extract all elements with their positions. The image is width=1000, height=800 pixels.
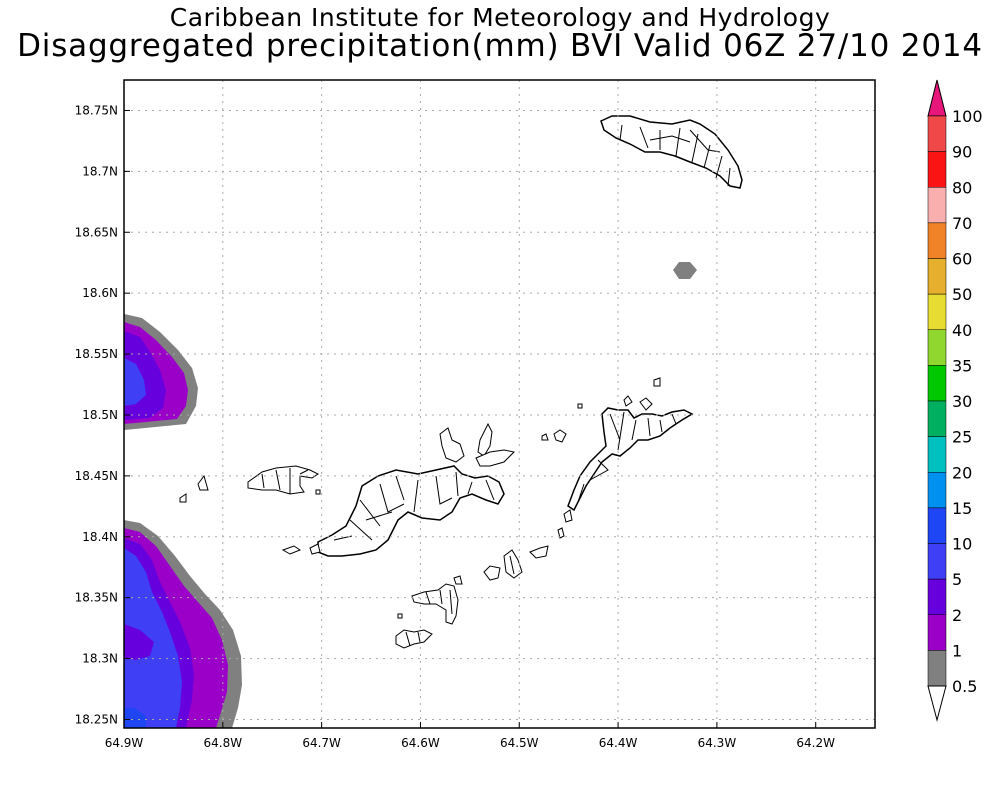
colorbar-label: 15 bbox=[952, 499, 972, 518]
colorbar-top-arrow bbox=[927, 79, 947, 117]
colorbar-box bbox=[927, 578, 947, 615]
colorbar-box bbox=[927, 293, 947, 330]
colorbar-label: 40 bbox=[952, 321, 972, 340]
islets-west bbox=[179, 474, 321, 555]
colorbar-label: 1 bbox=[952, 641, 962, 660]
colorbar-bottom-arrow bbox=[927, 685, 947, 722]
map-frame bbox=[123, 79, 876, 729]
colorbar-label: 70 bbox=[952, 214, 972, 233]
colorbar-box bbox=[927, 365, 947, 402]
colorbar-label: 30 bbox=[952, 392, 972, 411]
lat-tick-label: 18.4N bbox=[82, 530, 118, 544]
lon-tick-label: 64.9W bbox=[105, 736, 144, 750]
island-guana bbox=[439, 427, 465, 463]
colorbar-label: 5 bbox=[952, 570, 962, 589]
colorbar-box bbox=[927, 614, 947, 651]
lon-tick-label: 64.6W bbox=[401, 736, 440, 750]
island-tortola bbox=[317, 465, 505, 557]
lon-tick-label: 64.2W bbox=[796, 736, 835, 750]
chart-subtitle: Disaggregated precipitation(mm) BVI Vali… bbox=[17, 28, 983, 64]
colorbar-box bbox=[927, 187, 947, 224]
chart-title: Caribbean Institute for Meteorology and … bbox=[169, 3, 831, 32]
colorbar-box bbox=[927, 436, 947, 473]
island-norman bbox=[395, 629, 433, 649]
lat-tick-label: 18.3N bbox=[82, 652, 118, 666]
lat-tick-label: 18.6N bbox=[82, 286, 118, 300]
island-jost-van-dyke bbox=[247, 465, 319, 495]
island-peter bbox=[411, 583, 459, 625]
latitude-axis: 18.25N 18.3N 18.35N 18.4N 18.45N 18.5N 18.55N 1… bbox=[75, 103, 130, 726]
colorbar-label: 100 bbox=[952, 107, 983, 126]
colorbar-label: 10 bbox=[952, 535, 972, 554]
colorbar-box bbox=[927, 222, 947, 259]
precip-level-15 bbox=[124, 708, 146, 728]
lon-tick-label: 64.7W bbox=[302, 736, 341, 750]
precip-shading-north bbox=[124, 314, 198, 430]
longitude-axis: 64.9W 64.8W 64.7W 64.6W 64.5W 64.4W 64.3W 64.2W bbox=[105, 722, 835, 750]
islands bbox=[179, 115, 743, 649]
colorbar-box bbox=[927, 507, 947, 544]
lat-tick-label: 18.5N bbox=[82, 408, 118, 422]
lon-tick-label: 64.5W bbox=[500, 736, 539, 750]
colorbar-label: 2 bbox=[952, 606, 962, 625]
precip-patch-northeast bbox=[673, 262, 697, 279]
precip-level-10 bbox=[124, 548, 182, 728]
colorbar-box bbox=[927, 115, 947, 152]
colorbar-box bbox=[927, 400, 947, 437]
island-salt bbox=[483, 565, 501, 581]
colorbar-label: 35 bbox=[952, 356, 972, 375]
island-beef-island bbox=[475, 449, 516, 467]
lat-tick-label: 18.25N bbox=[75, 712, 118, 726]
island-anegada bbox=[600, 115, 743, 189]
lon-tick-label: 64.4W bbox=[599, 736, 638, 750]
colorbar-box bbox=[927, 543, 947, 580]
colorbar-label: 25 bbox=[952, 428, 972, 447]
lat-tick-label: 18.7N bbox=[82, 164, 118, 178]
colorbar-label: 60 bbox=[952, 250, 972, 269]
lat-tick-label: 18.65N bbox=[75, 225, 118, 239]
lon-tick-label: 64.8W bbox=[204, 736, 243, 750]
islets-channel bbox=[397, 377, 661, 619]
colorbar-box bbox=[927, 650, 947, 687]
colorbar-label: 50 bbox=[952, 285, 972, 304]
lat-tick-label: 18.35N bbox=[75, 591, 118, 605]
island-ginger bbox=[529, 545, 549, 559]
precip-level-5-pocket bbox=[124, 624, 154, 660]
colorbar-box bbox=[927, 258, 947, 295]
colorbar-label: 80 bbox=[952, 178, 972, 197]
lat-tick-label: 18.45N bbox=[75, 469, 118, 483]
lon-tick-label: 64.3W bbox=[698, 736, 737, 750]
colorbar-label: 20 bbox=[952, 463, 972, 482]
lat-tick-label: 18.75N bbox=[75, 103, 118, 117]
colorbar-box bbox=[927, 329, 947, 366]
lat-tick-label: 18.55N bbox=[75, 347, 118, 361]
island-cooper bbox=[503, 549, 523, 579]
colorbar-box bbox=[927, 472, 947, 509]
precip-level-10 bbox=[124, 358, 146, 406]
precip-shading-south bbox=[124, 520, 242, 728]
colorbar-box bbox=[927, 151, 947, 188]
map-gridlines bbox=[124, 80, 875, 728]
colorbar-label: 0.5 bbox=[952, 677, 977, 696]
colorbar-label: 90 bbox=[952, 143, 972, 162]
island-virgin-gorda bbox=[567, 407, 694, 512]
island-great-camanoe bbox=[477, 422, 493, 457]
